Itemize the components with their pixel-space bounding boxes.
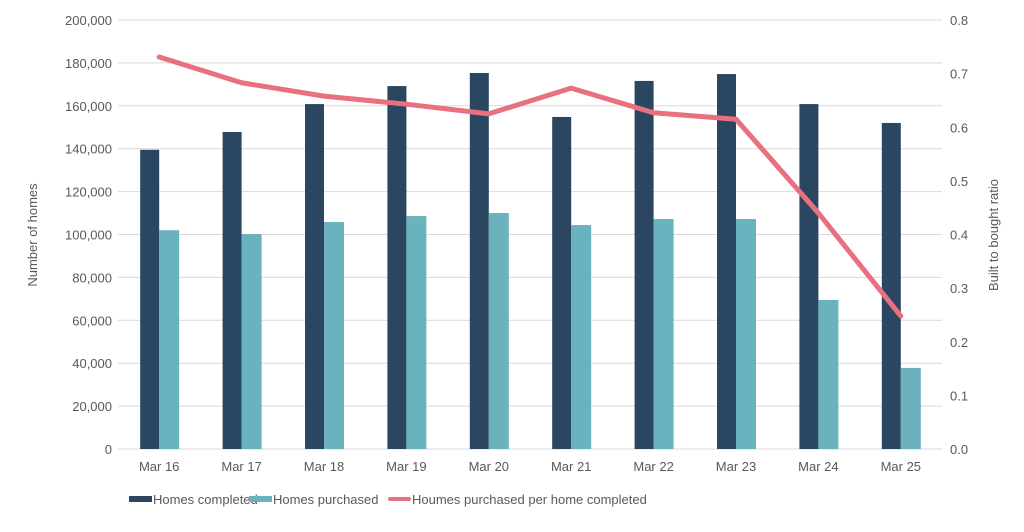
legend: Homes completed Homes purchased Houmes pur… — [129, 492, 647, 507]
legend-swatch-line — [388, 497, 411, 501]
bar-homes-purchased — [159, 230, 180, 449]
x-tick-label: Mar 20 — [469, 459, 509, 474]
y-tick-label: 0 — [105, 442, 112, 457]
bar-homes-completed — [717, 74, 736, 449]
y-tick-label: 80,000 — [72, 270, 112, 285]
legend-label: Homes purchased — [273, 492, 379, 507]
x-tick-label: Mar 19 — [386, 459, 426, 474]
y2-tick-label: 0.7 — [950, 67, 968, 82]
y2-tick-label: 0.6 — [950, 120, 968, 135]
bar-homes-completed — [881, 122, 901, 450]
y2-tick-label: 0.4 — [950, 228, 968, 243]
x-tick-label: Mar 18 — [304, 459, 344, 474]
y-axis-title: Number of homes — [25, 183, 40, 287]
y2-tick-label: 0.3 — [950, 281, 968, 296]
bar-homes-completed — [305, 104, 324, 450]
y-tick-label: 200,000 — [65, 13, 112, 28]
bar-homes-completed — [387, 86, 407, 449]
ratio-line-path — [156, 54, 904, 319]
x-tick-label: Mar 25 — [881, 459, 921, 474]
y-tick-label: 40,000 — [72, 356, 112, 371]
bar-homes-purchased — [571, 225, 592, 449]
bar-homes-purchased — [241, 234, 262, 449]
bar-homes-completed — [799, 104, 819, 450]
bar-homes-purchased — [736, 219, 756, 449]
y2-tick-label: 0.2 — [950, 335, 968, 350]
x-tick-label: Mar 17 — [221, 459, 261, 474]
y-tick-label: 120,000 — [65, 185, 112, 200]
y-tick-label: 20,000 — [72, 399, 112, 414]
y2-tick-label: 0.1 — [950, 388, 968, 403]
bar-homes-purchased — [406, 216, 427, 449]
bar-homes-completed — [552, 116, 572, 449]
y-tick-label: 140,000 — [65, 142, 112, 157]
bar-homes-completed — [140, 149, 160, 449]
x-tick-label: Mar 16 — [139, 459, 179, 474]
y-tick-label: 180,000 — [65, 56, 112, 71]
legend-label: Homes completed — [153, 492, 258, 507]
bar-homes-purchased — [900, 367, 921, 449]
bar-homes-purchased — [488, 213, 509, 449]
legend-swatch — [129, 496, 152, 502]
y-tick-label: 60,000 — [72, 313, 112, 328]
bar-homes-purchased — [324, 222, 344, 449]
x-tick-label: Mar 23 — [716, 459, 756, 474]
y2-axis-ticks: 0.0 0.1 0.2 0.3 0.4 0.5 0.6 0.7 0.8 — [950, 13, 968, 457]
legend-swatch — [249, 496, 272, 502]
x-tick-label: Mar 24 — [798, 459, 838, 474]
legend-label: Houmes purchased per home completed — [412, 492, 647, 507]
y2-axis-title: Built to bought ratio — [986, 179, 1001, 291]
ratio-line — [156, 54, 904, 319]
bar-homes-completed — [469, 72, 489, 449]
bars — [140, 72, 921, 450]
bar-homes-completed — [222, 131, 242, 449]
y2-tick-label: 0.5 — [950, 174, 968, 189]
y2-tick-label: 0.0 — [950, 442, 968, 457]
x-axis-ticks: Mar 16 Mar 17 Mar 18 Mar 19 Mar 20 Mar 21 Mar … — [139, 459, 921, 474]
y-tick-label: 100,000 — [65, 228, 112, 243]
y2-tick-label: 0.8 — [950, 13, 968, 28]
bar-homes-purchased — [653, 219, 674, 449]
y-axis-ticks: 0 20,000 40,000 60,000 80,000 100,000 120,000 1… — [65, 13, 112, 457]
bar-homes-completed — [634, 80, 654, 449]
y-tick-label: 160,000 — [65, 99, 112, 114]
x-tick-label: Mar 21 — [551, 459, 591, 474]
x-tick-label: Mar 22 — [633, 459, 673, 474]
bar-homes-purchased — [818, 299, 839, 449]
